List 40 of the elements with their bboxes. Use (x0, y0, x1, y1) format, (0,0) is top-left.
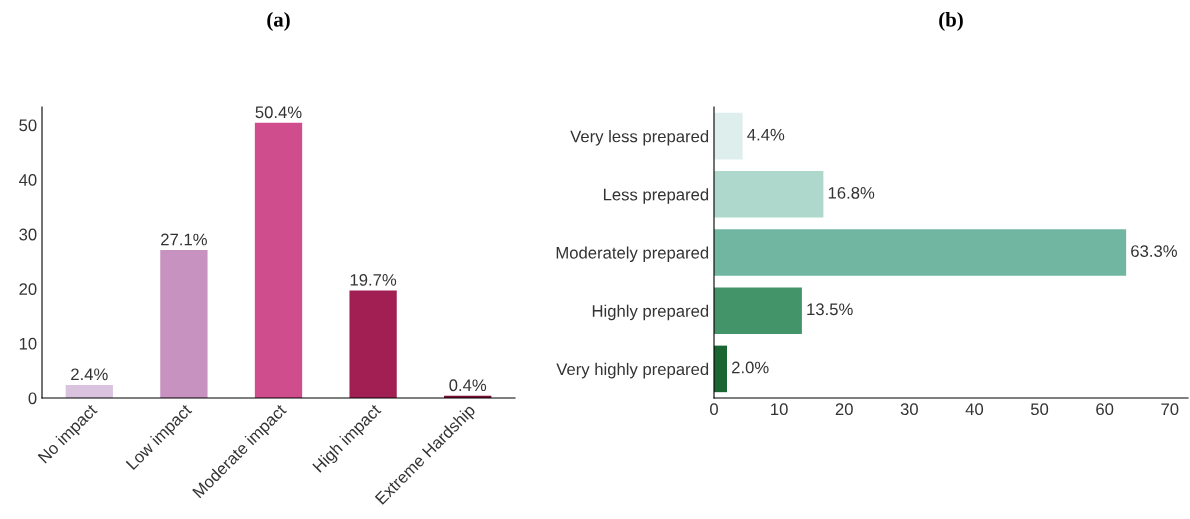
bar (714, 287, 802, 334)
y-tick-label: Moderately prepared (556, 246, 709, 262)
bar (714, 112, 743, 160)
x-tick-label: 60 (1096, 403, 1114, 416)
bar (349, 290, 397, 398)
y-tick-label: 50 (19, 119, 37, 132)
bar (714, 345, 728, 393)
x-tick-label: 30 (900, 403, 918, 416)
data-label: 0.4% (449, 379, 487, 392)
data-label: 27.1% (161, 233, 207, 246)
bar (254, 122, 303, 398)
y-tick-label: 30 (19, 228, 37, 241)
y-tick-label: 40 (18, 174, 37, 186)
y-tick-label: Very less prepared (570, 130, 709, 146)
chart-title: (b) (939, 11, 963, 31)
x-tick-label: 20 (835, 403, 853, 416)
x-tick-label: 0 (710, 403, 718, 416)
x-tick-label: 50 (1030, 403, 1049, 416)
bar (714, 171, 824, 218)
bar (714, 229, 1127, 276)
chart-title: (a) (267, 11, 290, 31)
data-label: 4.4% (747, 128, 785, 141)
bar (65, 384, 113, 398)
y-tick-label: 10 (19, 337, 37, 350)
data-label: 2.0% (732, 361, 769, 374)
data-label: 16.8% (828, 186, 875, 199)
y-tick-label: 0 (28, 392, 37, 405)
y-tick-label: 20 (19, 283, 37, 296)
y-tick-label: Very highly prepared (556, 362, 709, 379)
data-label: 13.5% (807, 303, 853, 316)
x-tick-label: 70 (1161, 403, 1179, 416)
x-tick-label: 40 (965, 403, 984, 416)
data-label: 63.3% (1131, 245, 1177, 257)
x-tick-label: 10 (771, 403, 788, 416)
bar (160, 250, 208, 398)
data-label: 2.4% (71, 368, 108, 381)
y-tick-label: Highly prepared (592, 304, 709, 321)
y-tick-label: Less prepared (603, 188, 709, 204)
data-label: 50.4% (255, 106, 302, 119)
data-label: 19.7% (350, 273, 397, 286)
